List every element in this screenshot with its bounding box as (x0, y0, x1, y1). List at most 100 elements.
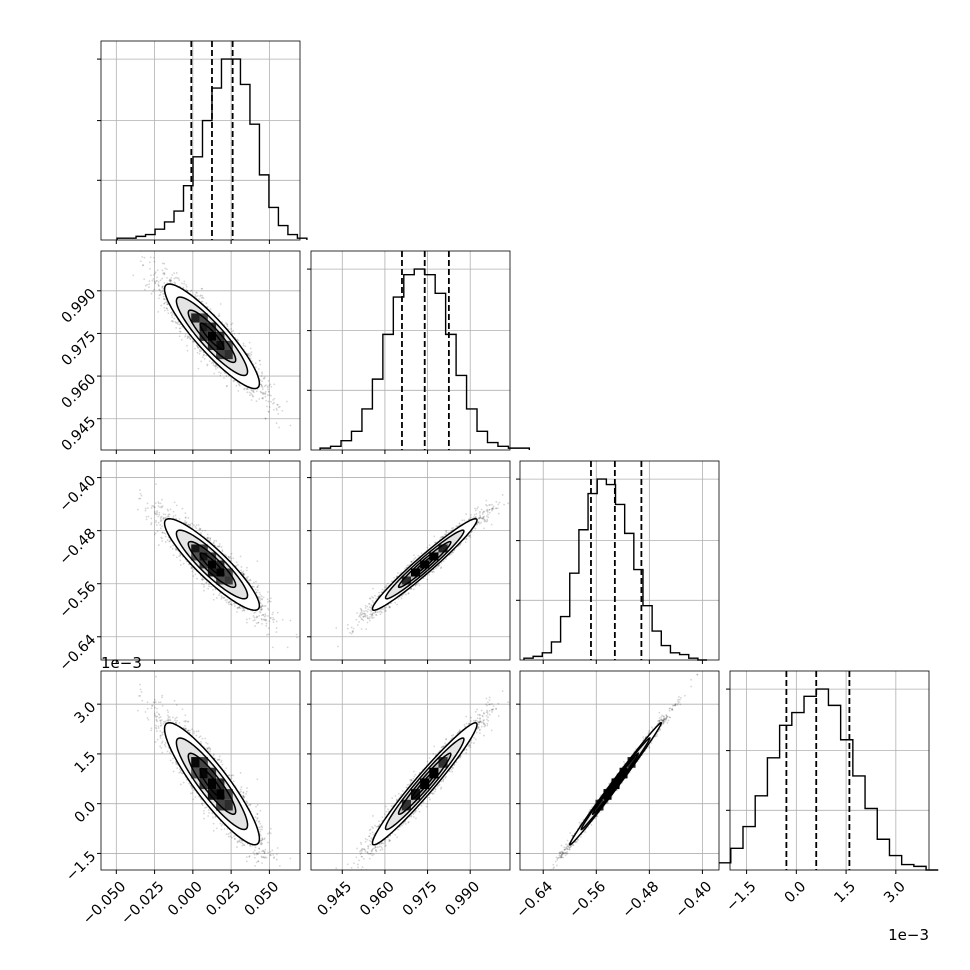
sample-point (189, 338, 192, 341)
sample-point (161, 262, 164, 265)
sample-point (264, 614, 267, 617)
sample-point (277, 406, 280, 409)
sample-point (158, 288, 161, 291)
sample-point (200, 578, 203, 581)
plot-area (101, 251, 300, 450)
sample-point (289, 424, 292, 427)
sample-point (216, 366, 219, 369)
sample-point (163, 298, 166, 301)
sample-point (198, 352, 201, 355)
sample-point (178, 323, 181, 326)
sample-point (168, 279, 171, 282)
sample-point (148, 280, 151, 282)
sample-point (178, 327, 181, 330)
sample-point (198, 348, 201, 351)
sample-point (237, 606, 240, 609)
sample-point (157, 297, 160, 300)
sample-point (154, 282, 157, 285)
sample-point (153, 256, 155, 259)
sample-point (197, 346, 200, 349)
sample-point (201, 578, 204, 581)
sample-point (265, 619, 268, 621)
sample-point (281, 618, 284, 621)
plot-area (311, 251, 510, 450)
sample-point (237, 389, 240, 392)
sample-point (267, 615, 269, 617)
sample-point (241, 571, 244, 574)
sample-point (261, 388, 264, 391)
sample-point (220, 595, 223, 597)
sample-point (264, 392, 267, 395)
sample-point (242, 607, 244, 610)
sample-point (243, 388, 245, 391)
sample-point (152, 273, 155, 276)
sample-point (169, 279, 172, 282)
sample-point (266, 591, 269, 593)
sample-point (208, 360, 211, 362)
sample-point (181, 282, 183, 285)
sample-point (261, 386, 264, 389)
sample-point (242, 570, 245, 573)
sample-point (254, 625, 256, 627)
sample-point (268, 384, 271, 387)
sample-point (172, 320, 174, 323)
sample-point (233, 602, 236, 605)
sample-point (143, 288, 146, 291)
sample-point (154, 512, 157, 515)
sample-point (235, 384, 238, 387)
sample-point (143, 278, 146, 281)
sample-point (261, 618, 263, 621)
sample-point (188, 335, 191, 338)
sample-point (261, 605, 264, 607)
sample-point (153, 533, 156, 536)
sample-point (202, 297, 205, 300)
sample-point (166, 516, 168, 518)
sample-point (177, 277, 180, 280)
sample-point (166, 309, 169, 312)
sample-point (242, 342, 245, 345)
sample-point (200, 300, 203, 303)
sample-point (162, 513, 165, 516)
sample-point (247, 352, 250, 355)
sample-point (191, 340, 194, 343)
panel-content (101, 240, 300, 450)
sample-point (240, 571, 243, 574)
sample-point (166, 276, 168, 279)
sample-point (150, 292, 153, 295)
sample-point (162, 517, 165, 520)
sample-point (190, 565, 193, 568)
sample-point (259, 390, 262, 393)
sample-point (242, 344, 245, 347)
sample-point (229, 556, 232, 558)
sample-point (172, 515, 175, 518)
sample-point (186, 335, 189, 338)
sample-point (157, 544, 160, 546)
sample-point (227, 555, 230, 558)
sample-point (189, 337, 192, 340)
sample-point (161, 540, 164, 542)
sample-point (264, 395, 267, 398)
sample-point (168, 278, 171, 281)
sample-point (158, 511, 161, 514)
sample-point (196, 292, 198, 294)
sample-point (199, 528, 202, 531)
sample-point (249, 347, 252, 350)
sample-point (150, 521, 153, 524)
sample-point (261, 397, 264, 400)
sample-point (183, 282, 185, 285)
sample-point (159, 291, 162, 294)
sample-point (273, 397, 276, 400)
contour-line-3 (163, 283, 261, 390)
sample-point (260, 605, 262, 608)
sample-point (246, 391, 249, 394)
sample-point (163, 298, 166, 301)
sample-point (161, 505, 164, 507)
sample-point (235, 561, 238, 564)
sample-point (128, 240, 130, 242)
sample-point (150, 506, 153, 509)
sample-point (224, 599, 227, 602)
sample-point (158, 294, 161, 297)
histogram-panel-0 (97, 40, 308, 241)
sample-point (212, 598, 215, 601)
sample-point (250, 392, 252, 395)
